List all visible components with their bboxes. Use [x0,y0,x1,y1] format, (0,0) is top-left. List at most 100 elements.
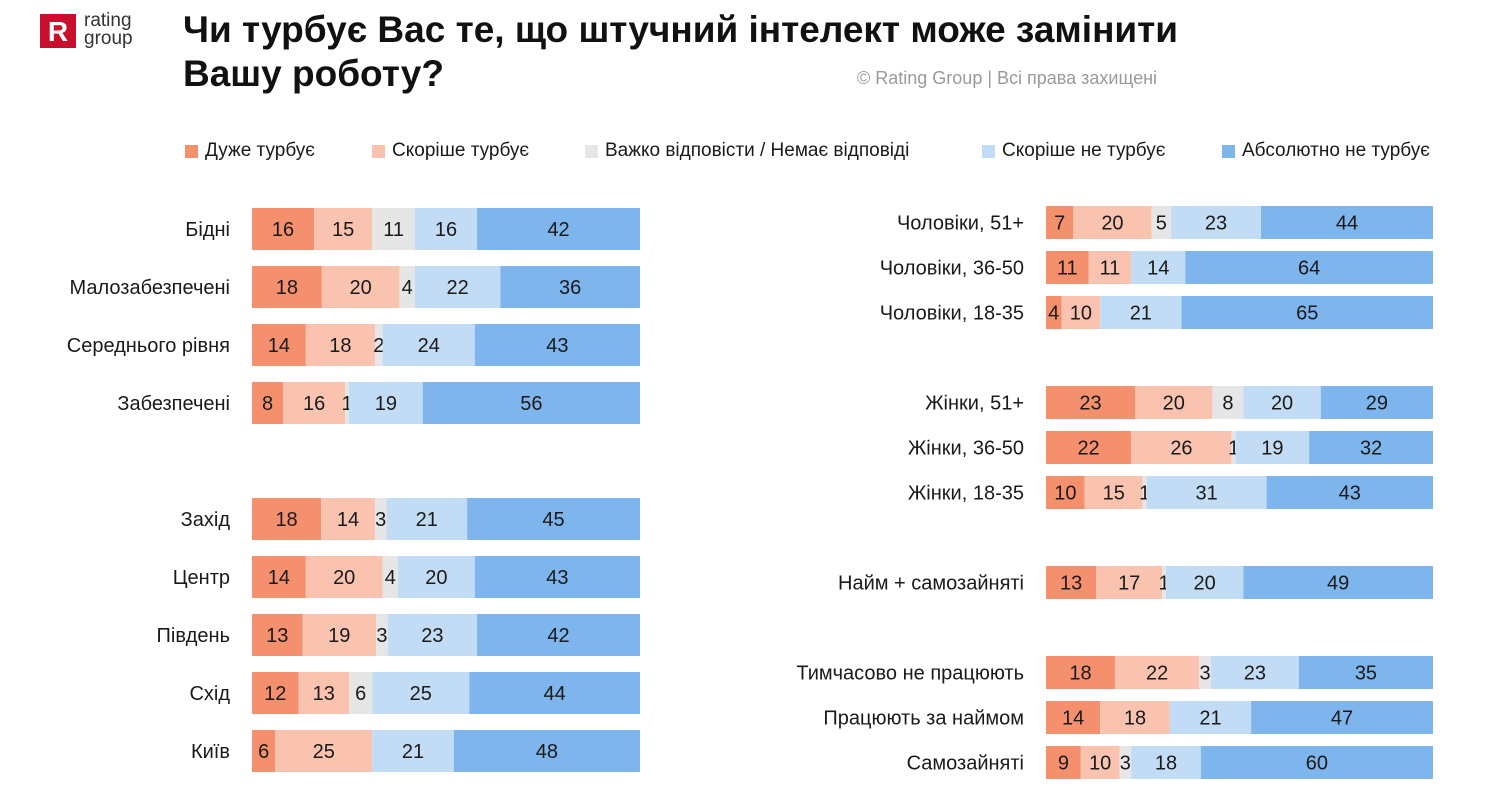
legend-item-hard-to-say: Важко відповісти / Немає відповіді [585,140,909,162]
bar-segment-not-worried-at-all [453,730,640,772]
bar-row: Середнього рівня 14 18 2 24 43 [67,324,640,366]
data-label: 14 [337,509,359,531]
data-label: 47 [1331,708,1353,730]
bar-segment-very-worried [252,324,306,366]
data-label: 16 [272,219,294,241]
data-label: 13 [313,683,335,705]
data-label: 25 [410,683,432,705]
legend-label: Важко відповісти / Немає відповіді [605,140,910,161]
bar-row: Чоловіки, 51+ 7 20 5 23 44 [897,206,1433,239]
data-label: 23 [1079,393,1101,415]
bar-segment-rather-not-worried [1165,566,1244,599]
data-label: 19 [328,625,350,647]
data-label: 9 [1058,753,1069,775]
data-label: 15 [332,219,354,241]
bar-segment-hard-to-say [376,614,388,656]
bar-segment-very-worried [1046,296,1062,329]
bar-segment-not-worried-at-all [500,266,640,308]
legend-item-not-worried-at-all: Абсолютно не турбує [1222,140,1430,162]
data-label: 11 [1057,258,1078,280]
data-label: 1 [1139,483,1150,505]
data-label: 20 [1271,393,1293,415]
bar-segment-not-worried-at-all [422,382,640,424]
data-label: 45 [542,509,564,531]
bar-segment-very-worried [1046,701,1101,734]
bar-segment-not-worried-at-all [474,324,640,366]
bar-segment-rather-worried [1061,296,1101,329]
bar-segment-very-worried [1046,566,1097,599]
bar-segment-rather-worried [283,382,346,424]
data-label: 13 [1060,573,1082,595]
bar-segment-rather-not-worried [382,324,475,366]
data-label: 2 [373,335,384,357]
bar-row: Жінки, 36-50 22 26 1 19 32 [908,431,1433,464]
bar-segment-rather-not-worried [1100,296,1182,329]
bar-segment-not-worried-at-all [467,498,640,540]
bar-segment-hard-to-say [374,498,387,540]
data-label: 17 [1118,573,1140,595]
category-label: Малозабезпечені [70,277,231,299]
data-label: 1 [1158,573,1169,595]
legend-label: Скоріше турбує [392,140,530,161]
data-label: 5 [1156,213,1167,235]
rating-logo-icon: R [40,14,76,48]
category-label: Середнього рівня [67,335,230,357]
bar-segment-very-worried [252,614,303,656]
category-label: Тимчасово не працюють [796,663,1024,685]
bar-segment-rather-worried [1096,566,1163,599]
data-label: 8 [1222,393,1233,415]
data-label: 22 [447,277,469,299]
data-label: 21 [402,741,424,763]
bar-segment-rather-not-worried [1235,431,1310,464]
data-label: 20 [1194,573,1216,595]
data-label: 3 [1199,663,1210,685]
category-label: Південь [157,625,230,647]
bar-segment-not-worried-at-all [1185,251,1433,284]
category-label: Схід [189,683,230,705]
data-label: 1 [341,393,352,415]
legend-label: Скоріше не турбує [1002,140,1166,161]
bar-row: Чоловіки, 36-50 11 11 14 64 [880,251,1433,284]
bar-segment-not-worried-at-all [1261,206,1433,239]
category-label: Забезпечені [117,393,230,415]
bar-segment-not-worried-at-all [1251,701,1433,734]
data-label: 23 [1205,213,1227,235]
bar-segment-not-worried-at-all [1266,476,1433,509]
bar-segment-rather-not-worried [1171,206,1261,239]
bar-row: Схід 12 13 6 25 44 [189,672,640,714]
bar-segment-hard-to-say [1212,386,1244,419]
data-label: 19 [375,393,397,415]
category-label: Працюють за наймом [823,708,1024,730]
legend-item-rather-worried: Скоріше турбує [372,140,529,162]
bar-segment-rather-not-worried [349,382,423,424]
bar-segment-hard-to-say [349,672,373,714]
bar-segment-rather-worried [1114,656,1200,689]
bar-segment-hard-to-say [1162,566,1166,599]
bar-segment-not-worried-at-all [1181,296,1433,329]
bar-segment-rather-worried [305,324,375,366]
bar-segment-very-worried [252,498,322,540]
category-label: Чоловіки, 51+ [897,213,1024,235]
bar-segment-very-worried [1046,431,1132,464]
bar-segment-rather-worried [1135,386,1213,419]
bar-segment-very-worried [252,208,315,250]
legend-swatch [185,144,198,158]
bar-segment-rather-worried [302,614,377,656]
logo-word-rating: rating [84,10,132,31]
bar-segment-rather-not-worried [1169,701,1252,734]
bar-segment-not-worried-at-all [1298,656,1433,689]
bar-segment-hard-to-say [1151,206,1172,239]
legend-swatch [1222,144,1235,158]
data-label: 15 [1103,483,1125,505]
bar-row: Центр 14 20 4 20 43 [173,556,640,598]
bar-segment-rather-not-worried [1146,476,1267,509]
category-label: Найм + самозайняті [838,573,1024,595]
bar-row: Захід 18 14 3 21 45 [181,498,640,540]
data-label: 6 [355,683,366,705]
data-label: 44 [1336,213,1358,235]
data-label: 18 [329,335,351,357]
bar-row: Чоловіки, 18-35 4 10 21 65 [880,296,1433,329]
legend-item-rather-not-worried: Скоріше не турбує [982,140,1165,162]
data-label: 1 [1228,438,1239,460]
data-label: 10 [1070,303,1092,325]
